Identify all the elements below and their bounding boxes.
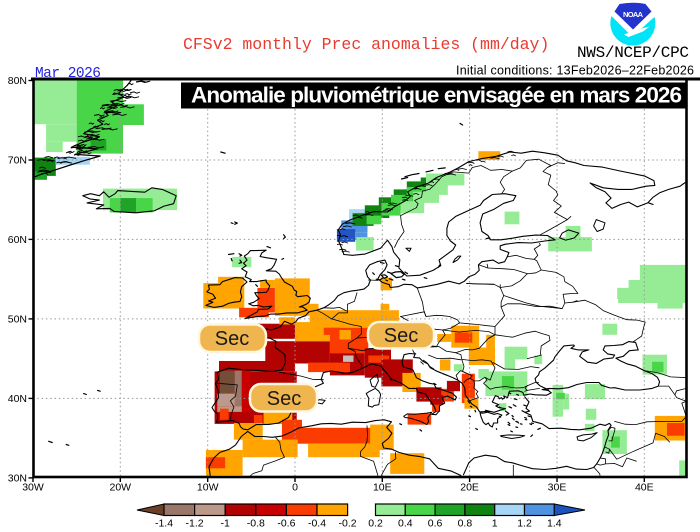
svg-text:Anomalie pluviométrique envisa: Anomalie pluviométrique envisagée en mar… bbox=[191, 83, 682, 108]
svg-text:Initial conditions: 13Feb2026–: Initial conditions: 13Feb2026–22Feb2026 bbox=[456, 64, 694, 78]
svg-text:NWS/NCEP/CPC: NWS/NCEP/CPC bbox=[577, 44, 689, 62]
svg-text:0.8: 0.8 bbox=[458, 518, 473, 530]
svg-text:-1: -1 bbox=[221, 518, 230, 530]
svg-text:0.4: 0.4 bbox=[398, 518, 413, 530]
svg-text:30E: 30E bbox=[548, 482, 567, 494]
svg-text:-1.2: -1.2 bbox=[186, 518, 204, 530]
svg-text:50N: 50N bbox=[8, 313, 27, 325]
svg-text:Mar 2026: Mar 2026 bbox=[35, 66, 101, 82]
svg-text:Sec: Sec bbox=[384, 325, 418, 347]
svg-text:-0.8: -0.8 bbox=[247, 518, 265, 530]
svg-text:40N: 40N bbox=[8, 393, 27, 405]
svg-text:NOAA: NOAA bbox=[623, 10, 644, 19]
svg-text:10W: 10W bbox=[197, 482, 219, 494]
svg-text:0: 0 bbox=[292, 482, 298, 494]
svg-text:1: 1 bbox=[492, 518, 498, 530]
svg-text:-0.4: -0.4 bbox=[308, 518, 326, 530]
svg-text:10E: 10E bbox=[373, 482, 392, 494]
svg-text:40E: 40E bbox=[635, 482, 654, 494]
svg-text:80N: 80N bbox=[8, 75, 27, 87]
svg-text:30N: 30N bbox=[8, 472, 27, 484]
svg-text:30W: 30W bbox=[22, 482, 44, 494]
svg-text:Sec: Sec bbox=[215, 328, 249, 350]
svg-text:60N: 60N bbox=[8, 234, 27, 246]
svg-text:70N: 70N bbox=[8, 155, 27, 167]
svg-text:20E: 20E bbox=[460, 482, 479, 494]
svg-text:1.4: 1.4 bbox=[547, 518, 562, 530]
svg-text:Sec: Sec bbox=[267, 388, 301, 410]
svg-text:-1.4: -1.4 bbox=[155, 518, 173, 530]
svg-text:CFSv2 monthly Prec anomalies (: CFSv2 monthly Prec anomalies (mm/day) bbox=[183, 35, 549, 54]
svg-text:-0.2: -0.2 bbox=[339, 518, 357, 530]
svg-text:0.6: 0.6 bbox=[428, 518, 443, 530]
svg-text:0.2: 0.2 bbox=[368, 518, 383, 530]
svg-text:20W: 20W bbox=[110, 482, 132, 494]
svg-text:1.2: 1.2 bbox=[517, 518, 532, 530]
svg-text:-0.6: -0.6 bbox=[277, 518, 295, 530]
